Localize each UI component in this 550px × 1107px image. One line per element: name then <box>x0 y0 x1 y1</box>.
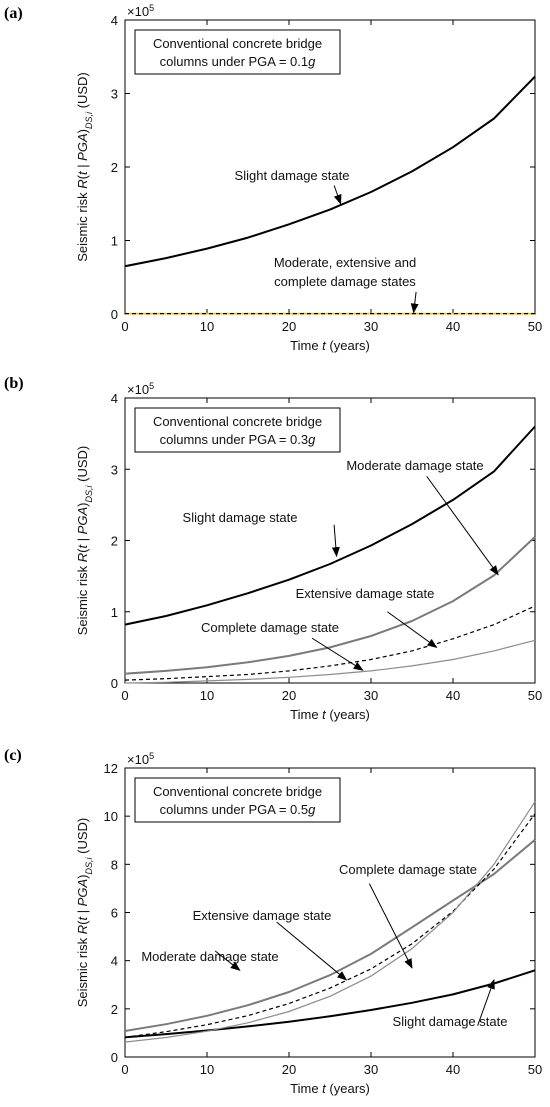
y-multiplier: ×105 <box>127 751 154 767</box>
series-line-complete <box>124 801 536 1043</box>
series-line-slight <box>124 969 536 1039</box>
panel-label: (a) <box>4 5 23 22</box>
annotation-arrow-extensive <box>276 921 348 981</box>
info-box <box>134 407 341 453</box>
y-tick-label: 3 <box>111 462 118 477</box>
info-box-line-2: columns under PGA = 0.1g <box>160 54 317 69</box>
x-tick-label: 50 <box>528 688 542 703</box>
x-tick-label: 10 <box>200 688 214 703</box>
y-tick-label: 12 <box>104 761 118 776</box>
y-axis-label: Seismic risk R(t | PGA)DS,i (USD) <box>75 72 94 261</box>
y-tick-label: 1 <box>111 605 118 620</box>
annotation-complete: Complete damage state <box>339 862 477 877</box>
annotation-slight: Slight damage state <box>393 1014 508 1029</box>
y-tick-label: 2 <box>111 1002 118 1017</box>
y-tick-label: 4 <box>111 13 118 28</box>
panel-label: (c) <box>4 747 22 764</box>
y-tick-label: 1 <box>111 234 118 249</box>
x-tick-label: 40 <box>446 319 460 334</box>
info-box <box>134 777 341 823</box>
annotation-arrow-complete <box>368 883 413 969</box>
annotation-arrow-slight <box>331 524 340 558</box>
x-tick-label: 10 <box>200 1062 214 1077</box>
x-tick-label: 20 <box>282 319 296 334</box>
x-axis-label: Time t (years) <box>290 1081 370 1096</box>
annotation-complete: Complete damage state <box>201 620 339 635</box>
y-tick-label: 4 <box>111 391 118 406</box>
annotation-extensive: Extensive damage state <box>296 586 435 601</box>
info-box-line-1: Conventional concrete bridge <box>153 36 322 51</box>
info-box-line-1: Conventional concrete bridge <box>153 784 322 799</box>
x-axis-label: Time t (years) <box>290 338 370 353</box>
y-tick-label: 10 <box>104 809 118 824</box>
x-tick-label: 30 <box>364 1062 378 1077</box>
y-tick-label: 0 <box>111 307 118 322</box>
annotation-moderate: Moderate damage state <box>141 949 278 964</box>
x-tick-label: 20 <box>282 1062 296 1077</box>
chart-panel-2: (b) 0 10 20 30 40 50 0 1 2 3 4 ×105 Time t (years) Sei… <box>4 375 542 722</box>
y-axis-label: Seismic risk R(t | PGA)DS,i (USD) <box>75 446 94 635</box>
x-tick-label: 20 <box>282 688 296 703</box>
x-axis-label: Time t (years) <box>290 707 370 722</box>
y-multiplier: ×105 <box>127 381 154 397</box>
info-box-line-1: Conventional concrete bridge <box>153 414 322 429</box>
y-tick-label: 8 <box>111 857 118 872</box>
y-tick-label: 2 <box>111 534 118 549</box>
x-tick-label: 30 <box>364 319 378 334</box>
info-box-line-2: columns under PGA = 0.5g <box>160 802 317 817</box>
y-tick-label: 3 <box>111 87 118 102</box>
x-tick-label: 40 <box>446 1062 460 1077</box>
x-tick-label: 30 <box>364 688 378 703</box>
series-line-extensive <box>124 605 536 681</box>
annotation-extensive: Extensive damage state <box>193 908 332 923</box>
annotation-arrow-complete <box>311 637 364 671</box>
series-line-slight <box>124 425 536 626</box>
annotation-arrow-others <box>410 291 419 314</box>
y-multiplier: ×105 <box>127 3 154 19</box>
y-axis-label: Seismic risk R(t | PGA)DS,i (USD) <box>75 818 94 1007</box>
annotation-others: complete damage states <box>274 274 416 289</box>
x-tick-label: 0 <box>121 688 128 703</box>
annotation-slight: Slight damage state <box>183 510 298 525</box>
annotation-slight: Slight damage state <box>235 168 350 183</box>
chart-panel-1: (a) 0 10 20 30 40 50 0 1 2 3 4 ×105 Time t (years) Sei… <box>4 3 542 353</box>
y-tick-label: 0 <box>111 676 118 691</box>
x-tick-label: 40 <box>446 688 460 703</box>
x-tick-label: 50 <box>528 319 542 334</box>
annotation-arrow-moderate <box>426 476 499 576</box>
series-line-moderate <box>124 839 536 1032</box>
series-line-extensive <box>124 813 536 1038</box>
panel-label: (b) <box>4 375 24 392</box>
y-tick-label: 2 <box>111 160 118 175</box>
chart-panel-3: (c) 0 10 20 30 40 50 0 2 4 6 8 10 12 ×105 Time t (years… <box>4 747 542 1096</box>
y-tick-label: 0 <box>111 1050 118 1065</box>
series-line-slight <box>124 75 536 268</box>
info-box <box>134 29 341 75</box>
x-tick-label: 50 <box>528 1062 542 1077</box>
annotation-others: Moderate, extensive and <box>274 255 416 270</box>
info-box-line-2: columns under PGA = 0.3g <box>160 432 317 447</box>
x-tick-label: 10 <box>200 319 214 334</box>
annotation-arrow-slight <box>333 185 342 205</box>
annotation-arrow-extensive <box>387 611 438 648</box>
annotation-arrow-slight <box>477 978 495 1026</box>
series-line-complete <box>124 639 536 684</box>
annotation-arrow-moderate <box>214 950 241 971</box>
x-tick-label: 0 <box>121 1062 128 1077</box>
annotation-moderate: Moderate damage state <box>346 458 483 473</box>
y-tick-label: 4 <box>111 954 118 969</box>
y-tick-label: 6 <box>111 906 118 921</box>
x-tick-label: 0 <box>121 319 128 334</box>
series-line-moderate <box>124 536 536 675</box>
